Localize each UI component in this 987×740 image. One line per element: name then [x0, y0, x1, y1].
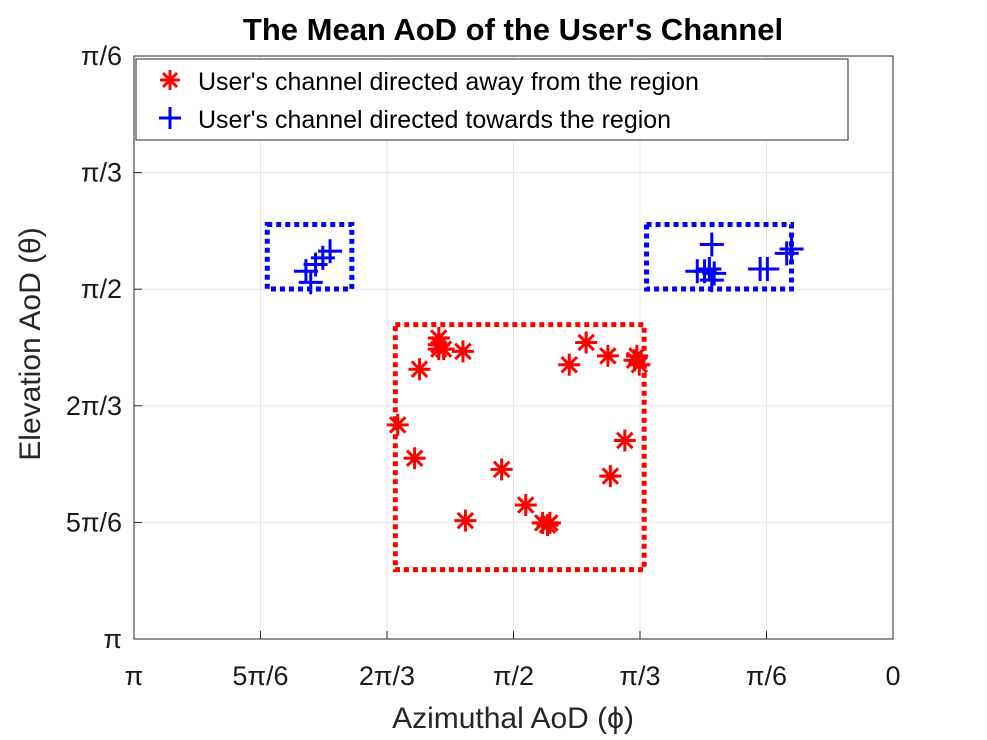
- y-tick-label: π/2: [81, 274, 122, 304]
- data-point-plus: [755, 256, 780, 281]
- data-series: [293, 232, 804, 537]
- data-point-asterisk: [451, 340, 474, 363]
- data-point-plus: [699, 232, 724, 257]
- x-tick-label: π/2: [493, 661, 534, 691]
- x-tick-label: 5π/6: [232, 661, 288, 691]
- data-point-asterisk: [538, 511, 561, 534]
- y-tick-labels: π/6 π/3 π/2 2π/3 5π/6 π: [66, 41, 122, 654]
- data-point-asterisk: [575, 331, 598, 354]
- data-point-plus: [774, 241, 799, 266]
- data-point-asterisk: [514, 494, 537, 517]
- y-axis-label: Elevation AoD (θ): [14, 227, 47, 460]
- legend-asterisk-glyph: [160, 70, 180, 90]
- x-tick-label: π/6: [746, 661, 787, 691]
- data-point-plus: [298, 270, 323, 295]
- region-box-away: [392, 322, 647, 573]
- data-point-asterisk: [408, 358, 431, 381]
- data-point-asterisk: [558, 353, 581, 376]
- y-tick-label: π: [103, 624, 122, 654]
- legend-label-away: User's channel directed away from the re…: [198, 68, 699, 96]
- x-tick-label: π: [125, 661, 144, 691]
- data-point-asterisk: [596, 344, 619, 367]
- data-point-plus: [702, 261, 727, 286]
- data-point-asterisk: [386, 413, 409, 436]
- region-box-towards-right: [644, 221, 795, 292]
- y-tick-label: 2π/3: [66, 391, 122, 421]
- legend-box: [135, 58, 849, 141]
- x-tick-label: π/3: [619, 661, 660, 691]
- data-point-plus: [697, 256, 722, 281]
- x-tick-label: 2π/3: [359, 661, 415, 691]
- series-towards: [293, 232, 804, 295]
- data-point-asterisk: [613, 429, 636, 452]
- data-point-asterisk: [403, 447, 426, 470]
- data-point-plus: [318, 239, 343, 264]
- data-point-asterisk: [490, 458, 513, 481]
- data-point-asterisk: [454, 509, 477, 532]
- legend-marker-asterisk: [160, 70, 180, 90]
- y-tick-label: π/6: [81, 41, 122, 71]
- data-point-asterisk: [432, 338, 455, 361]
- series-away: [386, 327, 651, 537]
- x-axis-label: Azimuthal AoD (ϕ): [392, 702, 634, 735]
- x-tick-labels: π 5π/6 2π/3 π/2 π/3 π/6 0: [125, 661, 901, 691]
- y-tick-label: π/3: [81, 158, 122, 188]
- data-point-plus: [779, 236, 804, 261]
- data-point-asterisk: [628, 353, 651, 376]
- plot-frame: [133, 55, 894, 640]
- legend-label-towards: User's channel directed towards the regi…: [198, 106, 671, 134]
- x-tick-label: 0: [885, 661, 900, 691]
- y-tick-label: 5π/6: [66, 507, 122, 537]
- chart-title: The Mean AoD of the User's Channel: [243, 12, 783, 47]
- legend-plus-glyph: [159, 107, 181, 129]
- data-point-asterisk: [599, 465, 622, 488]
- legend-marker-plus: [159, 107, 181, 129]
- legend: User's channel directed away from the re…: [135, 58, 849, 141]
